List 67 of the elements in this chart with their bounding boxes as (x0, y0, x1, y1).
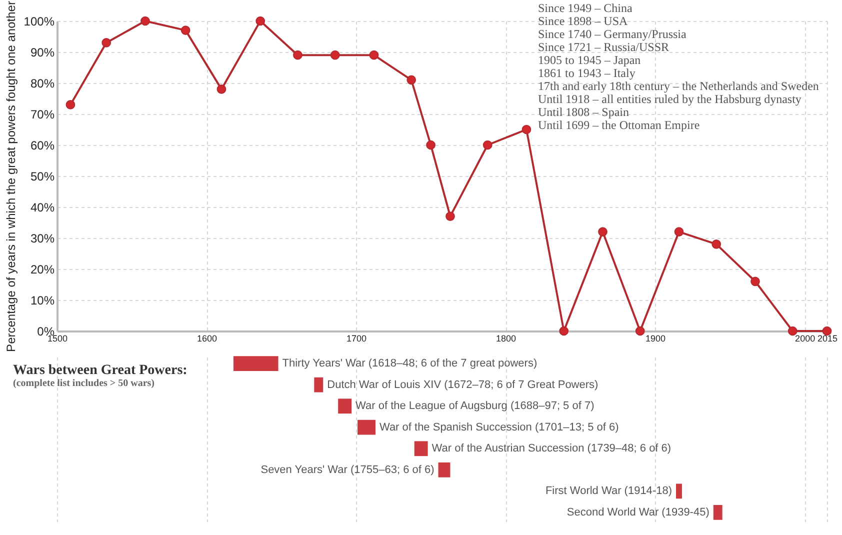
annotation: Until 1918 – all entities ruled by the Habsburg dynasty (538, 92, 802, 106)
point (788, 326, 798, 336)
point (369, 50, 379, 60)
y-tick-label: 10% (30, 294, 55, 308)
x-tick-label: 2000 (795, 334, 816, 344)
text: (complete list includes > 50 wars) (13, 378, 155, 389)
point (712, 240, 722, 249)
category-label: Dutch War of Louis XIV (1672–78; 6 of 7 Great Powers) (327, 378, 598, 391)
point (522, 124, 532, 134)
x-tick-label: 1700 (346, 334, 367, 344)
point (66, 100, 76, 110)
bar (676, 484, 682, 499)
point (822, 326, 832, 336)
annotation: Since 1898 – USA (538, 14, 628, 28)
point (635, 326, 645, 336)
y-tick-label: 100% (24, 14, 55, 28)
y-tick-label: 50% (30, 170, 55, 184)
point (256, 16, 266, 26)
annotation: Until 1808 – Spain (538, 105, 630, 119)
point (293, 50, 302, 60)
point (180, 26, 190, 35)
x-tick-label: 2015 (817, 334, 838, 344)
point (446, 212, 455, 221)
annotation: 1905 to 1945 – Japan (538, 53, 641, 67)
annotation: Since 1740 – Germany/Prussia (538, 27, 687, 41)
annotation: 1861 to 1943 – Italy (538, 66, 636, 80)
annotation: Since 1721 – Russia/USSR (538, 40, 670, 54)
category-label: Thirty Years' War (1618–48; 6 of the 7 great powers) (282, 358, 538, 370)
y-tick-label: 70% (30, 108, 55, 122)
x-tick-label: 1900 (646, 334, 666, 344)
y-tick-label: 60% (30, 138, 55, 152)
bar (438, 462, 450, 478)
text: Since 1949 – China (538, 1, 633, 15)
category-label: Seven Years' War (1755–63; 6 of 6) (260, 464, 434, 476)
y-tick-label: 20% (30, 262, 55, 276)
point (426, 140, 436, 150)
point (674, 227, 684, 236)
point (216, 84, 226, 94)
annotation: Until 1699 – the Ottoman Empire (538, 118, 700, 132)
y-tick-label: 80% (30, 76, 55, 90)
category-label: War of the Spanish Succession (1701–13; 5 of 6) (379, 421, 619, 434)
bar (414, 441, 428, 456)
category-label: War of the Austrian Succession (1739–48; 6 of 6) (432, 442, 672, 455)
point (140, 16, 150, 26)
point (102, 38, 112, 48)
category-label: War of the League of Augsburg (1688–97; 5 of 7) (356, 400, 594, 412)
x-tick-label: 1800 (496, 334, 516, 344)
bar (233, 356, 278, 372)
point (559, 326, 569, 336)
y-tick-label: 30% (30, 232, 55, 246)
x-tick-label: 1600 (197, 334, 218, 344)
point (482, 140, 492, 150)
bar (338, 398, 352, 414)
point (406, 75, 416, 85)
point (598, 227, 608, 236)
y-tick-label: 90% (30, 46, 55, 60)
y-tick-label: 40% (30, 200, 55, 214)
category-label: Second World War (1939-45) (566, 506, 710, 518)
category-label: First World War (1914-18) (545, 485, 672, 498)
bar (314, 377, 324, 392)
point (330, 50, 340, 60)
y-axis-title: Percentage of years in which the great powers fought one another (4, 1, 18, 352)
annotation: 17th and early 18th century – the Netherlands and Sweden (538, 79, 819, 93)
bar (358, 420, 376, 435)
text: Wars between Great Powers: (13, 363, 188, 378)
point (750, 276, 760, 286)
bar (713, 504, 722, 520)
